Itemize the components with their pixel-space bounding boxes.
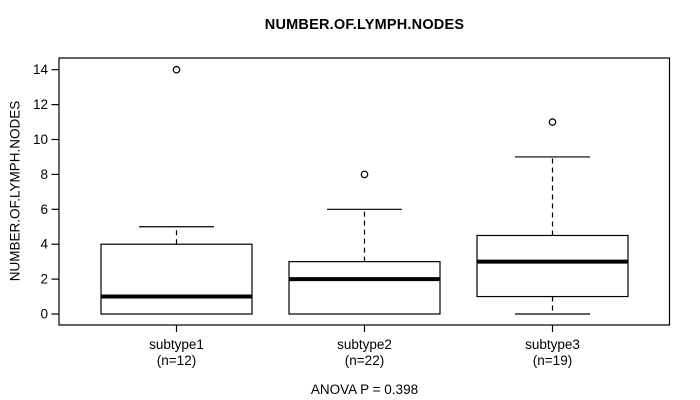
- svg-text:0: 0: [40, 307, 48, 322]
- group-name: subtype2: [337, 337, 392, 352]
- x-group-label-subtype2: subtype2 (n=22): [280, 337, 450, 368]
- svg-text:12: 12: [33, 97, 48, 112]
- svg-text:6: 6: [40, 202, 48, 217]
- x-group-label-subtype1: subtype1 (n=12): [92, 337, 262, 368]
- svg-text:10: 10: [33, 132, 48, 147]
- chart-title: NUMBER.OF.LYMPH.NODES: [264, 17, 465, 33]
- group-count: (n=22): [344, 352, 385, 368]
- group-count: (n=19): [532, 352, 573, 368]
- svg-text:4: 4: [40, 237, 48, 252]
- group-count: (n=12): [156, 352, 197, 368]
- svg-text:2: 2: [40, 272, 48, 287]
- group-name: subtype3: [525, 337, 580, 352]
- group-name: subtype1: [149, 337, 204, 352]
- anova-annotation: ANOVA P = 0.398: [310, 382, 419, 397]
- svg-text:8: 8: [40, 167, 48, 182]
- svg-text:14: 14: [33, 62, 49, 77]
- x-group-label-subtype3: subtype3 (n=19): [468, 337, 638, 368]
